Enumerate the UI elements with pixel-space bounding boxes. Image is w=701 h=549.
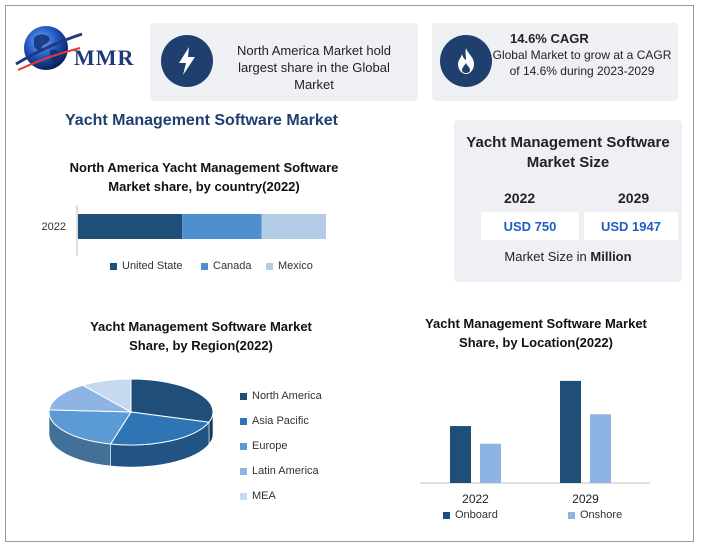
lightning-bolt-icon	[161, 35, 213, 87]
cagr-text-block: 14.6% CAGR Global Market to grow at a CA…	[492, 30, 672, 79]
market-size-unit: Market Size in Million	[454, 249, 682, 264]
legend-swatch	[568, 511, 575, 519]
info-box-cagr: 14.6% CAGR Global Market to grow at a CA…	[432, 23, 678, 101]
legend-item-europe: Europe	[240, 440, 287, 452]
legend-item-mexico: Mexico	[266, 260, 313, 272]
legend-label: Onboard	[455, 509, 498, 521]
flame-icon	[440, 35, 492, 87]
legend-label: North America	[252, 390, 322, 402]
legend-label: Asia Pacific	[252, 415, 309, 427]
legend-swatch	[240, 467, 247, 475]
legend-item-onboard: Onboard	[443, 509, 498, 521]
legend-label: Canada	[213, 260, 252, 272]
info-left-text: North America Market hold largest share …	[237, 43, 391, 92]
market-size-title: Yacht Management Software Market Size	[466, 134, 670, 171]
location-chart-title: Yacht Management Software Market Share, …	[425, 316, 647, 350]
legend-label: Europe	[252, 440, 288, 452]
legend-item-mea: MEA	[240, 490, 276, 502]
market-size-year-2022: 2022	[504, 190, 536, 206]
legend-swatch	[240, 392, 247, 400]
cagr-text: Global Market to grow at a CAGR of 14.6%…	[492, 48, 672, 78]
market-size-value-2022: USD 750	[481, 212, 579, 240]
country-chart-title: North America Yacht Management Software …	[69, 160, 339, 194]
legend-swatch	[266, 262, 273, 270]
legend-label: United State	[122, 260, 183, 272]
market-size-year-2029: 2029	[618, 190, 650, 206]
region-chart-title: Yacht Management Software Market Share, …	[90, 319, 312, 353]
legend-item-asia-pacific: Asia Pacific	[240, 415, 309, 427]
legend-swatch	[443, 511, 450, 519]
legend-item-north-america: North America	[240, 390, 322, 402]
legend-label: MEA	[252, 490, 276, 502]
main-title: Yacht Management Software Market	[65, 112, 338, 129]
mmr-logo	[14, 20, 144, 90]
market-size-value-2029: USD 1947	[584, 212, 678, 240]
cagr-title: 14.6% CAGR	[510, 31, 589, 46]
legend-swatch	[201, 262, 208, 270]
market-size-unit-value: Million	[590, 249, 632, 264]
legend-item-united-state: United State	[110, 260, 183, 272]
globe-icon	[15, 26, 83, 71]
legend-label: Latin America	[252, 465, 319, 477]
market-size-unit-prefix: Market Size in	[504, 249, 591, 264]
legend-swatch	[110, 262, 117, 270]
legend-item-onshore: Onshore	[568, 509, 622, 521]
legend-label: Mexico	[278, 260, 313, 272]
info-box-north-america: North America Market hold largest share …	[150, 23, 418, 101]
legend-item-latin-america: Latin America	[240, 465, 319, 477]
market-size-box: Yacht Management Software Market Size 20…	[454, 120, 682, 282]
legend-swatch	[240, 442, 247, 450]
infographic-frame	[5, 5, 694, 542]
legend-swatch	[240, 492, 247, 500]
legend-label: Onshore	[580, 509, 623, 521]
logo-text: MMR	[74, 45, 135, 70]
legend-item-canada: Canada	[201, 260, 252, 272]
legend-swatch	[240, 417, 247, 425]
